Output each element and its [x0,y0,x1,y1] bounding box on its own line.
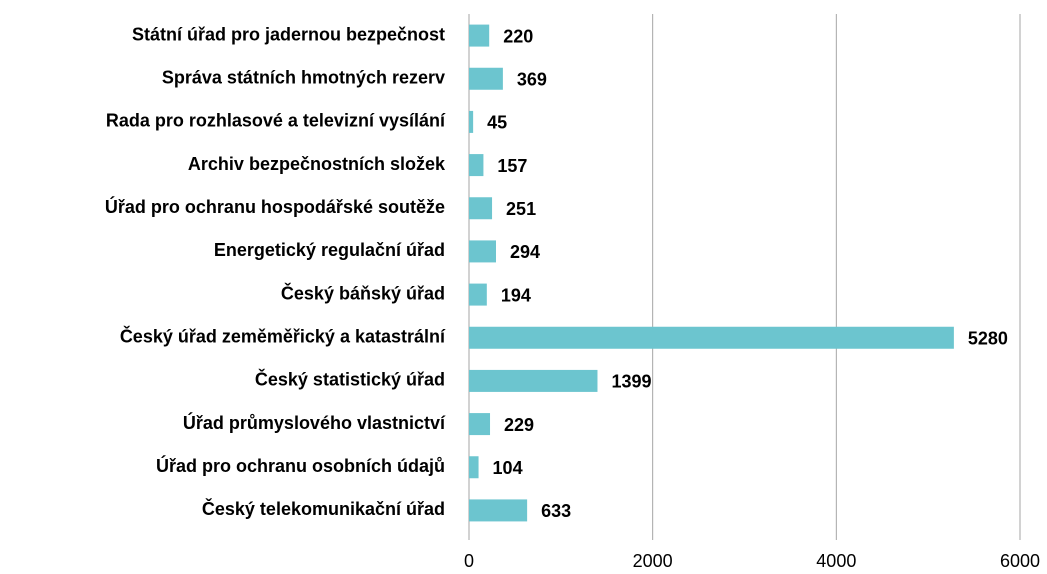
bar [469,369,598,392]
x-tick-label: 0 [464,551,474,571]
bar [469,283,487,306]
bar [469,24,490,47]
value-label: 369 [517,70,547,90]
x-tick-label: 4000 [816,551,856,571]
value-label: 229 [504,415,534,435]
value-label: 5280 [968,329,1008,349]
x-tick-label: 2000 [633,551,673,571]
bar [469,326,954,349]
category-label: Český statistický úřad [255,369,445,390]
category-label: Rada pro rozhlasové a televizní vysílání [106,111,446,131]
category-label: Český telekomunikační úřad [202,498,445,519]
value-label: 251 [506,199,536,219]
bar [469,413,491,436]
category-label: Státní úřad pro jadernou bezpečnost [132,24,445,44]
category-label: Úřad pro ochranu hospodářské soutěže [105,196,445,217]
value-label: 633 [541,501,571,521]
x-tick-label: 6000 [1000,551,1040,571]
category-label: Český úřad zeměměřický a katastrální [120,326,446,347]
value-label: 194 [501,285,531,305]
bar [469,240,496,263]
bar [469,154,484,177]
category-label: Úřad průmyslového vlastnictví [183,412,446,433]
category-label: Archiv bezpečnostních složek [188,154,446,174]
bar [469,67,503,90]
bar [469,499,528,522]
bar [469,456,479,479]
category-label: Energetický regulační úřad [214,240,445,260]
bar [469,197,493,220]
bar [469,110,474,133]
value-label: 294 [510,242,540,262]
category-label: Úřad pro ochranu osobních údajů [156,455,445,476]
value-label: 45 [487,113,507,133]
value-label: 157 [497,156,527,176]
value-label: 1399 [611,372,651,392]
category-label: Český báňský úřad [281,282,445,303]
value-label: 104 [493,458,523,478]
value-label: 220 [503,26,533,46]
category-label: Správa státních hmotných rezerv [162,68,445,88]
